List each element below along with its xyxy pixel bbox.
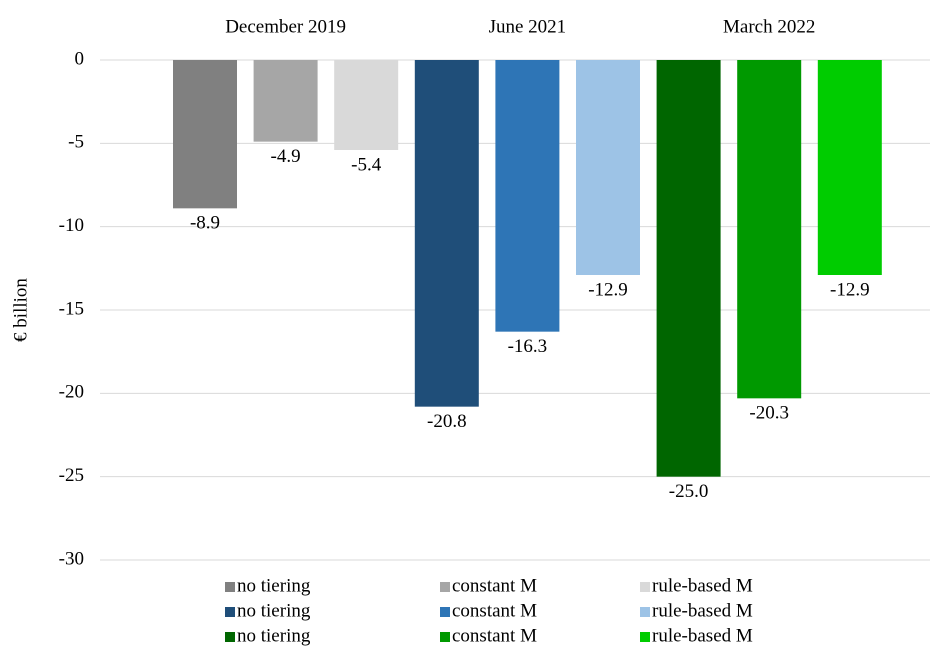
legend-label: rule-based M: [652, 625, 753, 646]
legend-swatch: [440, 607, 450, 617]
data-label: -12.9: [830, 279, 870, 300]
legend-label: constant M: [452, 575, 537, 596]
y-tick-label: -5: [68, 132, 84, 153]
legend-swatch: [225, 607, 235, 617]
legend-label: no tiering: [237, 575, 311, 596]
y-tick-label: -15: [59, 298, 84, 319]
bar: [495, 60, 560, 332]
data-label: -20.3: [749, 403, 789, 424]
legend-swatch: [640, 607, 650, 617]
y-tick-label: -25: [59, 465, 84, 486]
y-tick-label: -10: [59, 215, 84, 236]
bar: [737, 60, 802, 399]
data-label: -20.8: [427, 411, 467, 432]
legend-label: rule-based M: [652, 600, 753, 621]
legend-swatch: [225, 632, 235, 642]
y-tick-label: 0: [75, 48, 85, 69]
bar: [414, 60, 479, 407]
bar: [576, 60, 640, 275]
data-label: -5.4: [351, 154, 382, 175]
legend-swatch: [640, 632, 650, 642]
bar: [173, 60, 237, 209]
data-label: -4.9: [271, 146, 301, 167]
legend-label: no tiering: [237, 625, 311, 646]
bar: [817, 60, 882, 275]
data-label: -16.3: [508, 336, 548, 357]
legend-swatch: [440, 632, 450, 642]
category-label: June 2021: [489, 16, 567, 37]
legend-label: constant M: [452, 625, 537, 646]
y-tick-label: -20: [59, 382, 84, 403]
bar: [334, 60, 399, 150]
data-label: -12.9: [588, 279, 628, 300]
bar: [656, 60, 721, 477]
y-tick-label: -30: [59, 548, 84, 569]
legend-label: rule-based M: [652, 575, 753, 596]
legend-label: no tiering: [237, 600, 311, 621]
data-label: -25.0: [669, 481, 709, 502]
legend-swatch: [225, 582, 235, 592]
category-label: March 2022: [723, 16, 815, 37]
category-label: December 2019: [225, 16, 346, 37]
legend-label: constant M: [452, 600, 537, 621]
legend-swatch: [440, 582, 450, 592]
legend-swatch: [640, 582, 650, 592]
data-label: -8.9: [190, 213, 220, 234]
bar: [253, 60, 318, 142]
y-axis-label: € billion: [10, 278, 31, 342]
